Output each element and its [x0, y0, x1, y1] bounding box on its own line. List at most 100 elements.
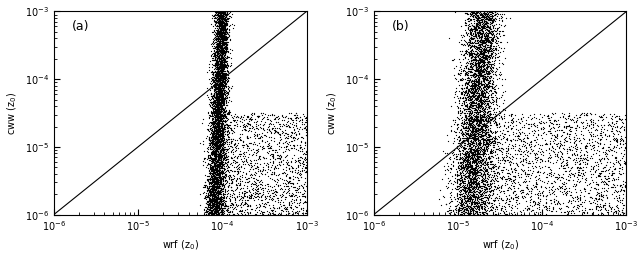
- Point: [489, 198, 500, 202]
- Point: [460, 177, 471, 181]
- Point: [621, 139, 631, 143]
- Point: [214, 70, 225, 75]
- Point: [212, 92, 222, 96]
- Point: [205, 142, 215, 147]
- Point: [462, 94, 473, 99]
- Point: [206, 171, 216, 175]
- Point: [211, 34, 222, 38]
- Point: [210, 171, 220, 175]
- Point: [210, 116, 220, 120]
- Point: [466, 123, 476, 127]
- Point: [211, 112, 222, 117]
- Point: [213, 182, 223, 187]
- Point: [216, 165, 227, 169]
- Point: [459, 181, 469, 185]
- Point: [475, 55, 486, 59]
- Point: [468, 204, 478, 208]
- Point: [208, 71, 218, 76]
- Point: [599, 203, 609, 207]
- Point: [482, 97, 493, 101]
- Point: [219, 18, 229, 22]
- Point: [468, 185, 478, 189]
- Point: [467, 164, 477, 168]
- Point: [214, 92, 225, 96]
- Point: [211, 53, 222, 58]
- Point: [211, 46, 221, 51]
- Point: [569, 119, 579, 124]
- Point: [263, 165, 273, 169]
- Point: [468, 143, 478, 147]
- Point: [256, 169, 267, 173]
- Point: [208, 168, 218, 172]
- Point: [473, 66, 484, 70]
- Point: [611, 177, 621, 181]
- Point: [209, 207, 220, 211]
- Point: [227, 212, 238, 216]
- Point: [210, 172, 220, 176]
- Point: [472, 211, 482, 215]
- Point: [468, 62, 478, 66]
- Point: [603, 133, 614, 137]
- Point: [217, 14, 227, 19]
- Point: [463, 168, 473, 172]
- Point: [471, 63, 481, 67]
- Point: [478, 59, 489, 63]
- Point: [613, 199, 623, 203]
- Point: [464, 210, 475, 214]
- Point: [460, 189, 470, 193]
- Point: [478, 172, 489, 176]
- Point: [589, 196, 600, 200]
- Point: [484, 89, 494, 93]
- Point: [598, 166, 608, 170]
- Point: [215, 66, 225, 70]
- Point: [464, 158, 474, 162]
- Point: [285, 194, 295, 198]
- Point: [504, 193, 515, 197]
- Point: [210, 57, 220, 61]
- Point: [482, 180, 492, 184]
- Point: [482, 62, 493, 66]
- Point: [467, 87, 477, 91]
- Point: [460, 156, 471, 160]
- Point: [213, 137, 223, 141]
- Point: [217, 67, 227, 71]
- Point: [211, 172, 222, 176]
- Point: [517, 130, 527, 134]
- Point: [535, 126, 545, 131]
- Point: [217, 90, 227, 94]
- Point: [463, 158, 473, 162]
- Point: [240, 191, 251, 195]
- Point: [475, 61, 486, 66]
- Point: [469, 200, 480, 204]
- Point: [218, 38, 228, 42]
- Point: [611, 138, 621, 142]
- Point: [220, 37, 230, 41]
- Point: [470, 28, 480, 32]
- Point: [222, 49, 232, 53]
- Point: [212, 136, 222, 140]
- Point: [481, 83, 491, 87]
- Point: [478, 140, 488, 144]
- Point: [211, 134, 221, 138]
- Point: [263, 146, 274, 150]
- Point: [460, 124, 471, 128]
- Point: [295, 171, 305, 175]
- Point: [211, 190, 222, 195]
- Point: [203, 195, 213, 199]
- Point: [474, 105, 484, 109]
- Point: [620, 184, 630, 188]
- Point: [216, 123, 227, 127]
- Point: [212, 61, 222, 65]
- Point: [214, 96, 225, 100]
- Point: [609, 144, 619, 148]
- Point: [276, 113, 287, 117]
- Point: [466, 56, 476, 60]
- Point: [218, 48, 229, 52]
- Point: [211, 205, 221, 209]
- Point: [273, 156, 283, 160]
- Point: [564, 136, 574, 140]
- Point: [219, 127, 229, 132]
- Point: [211, 202, 221, 206]
- Point: [490, 135, 500, 139]
- Point: [478, 83, 489, 87]
